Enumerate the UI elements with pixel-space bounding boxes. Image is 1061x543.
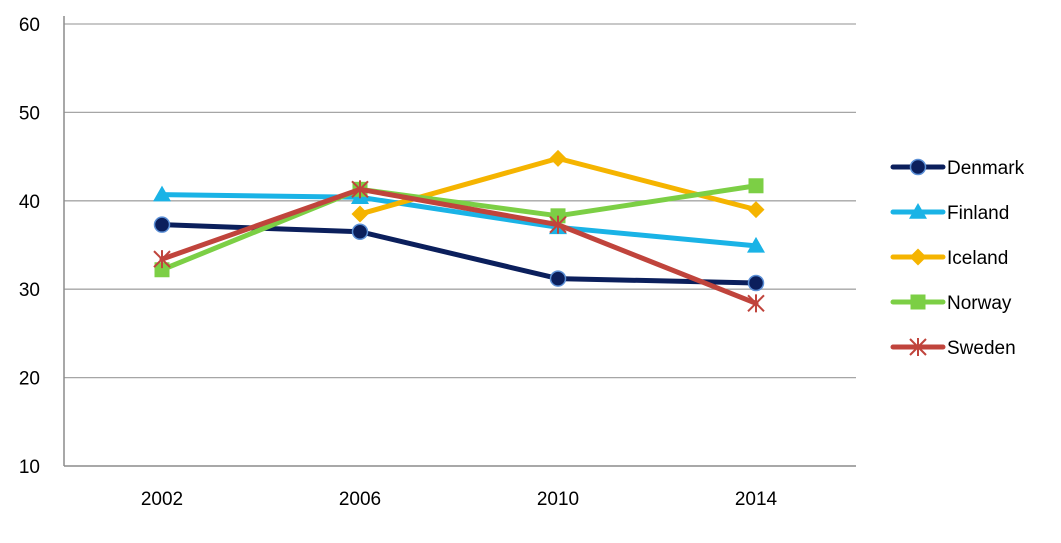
data-point-iceland <box>747 201 765 219</box>
data-point-denmark <box>351 223 369 240</box>
legend-label: Finland <box>947 203 1009 224</box>
legend-label: Denmark <box>947 158 1025 179</box>
legend-marker <box>909 158 927 176</box>
data-point-sweden <box>153 250 171 269</box>
data-point-finland <box>747 236 765 253</box>
legend-label: Norway <box>947 293 1012 314</box>
x-tick-label: 2010 <box>537 489 579 510</box>
data-point-sweden <box>549 215 567 234</box>
series-line-finland <box>159 192 759 249</box>
series-line-sweden <box>159 186 759 306</box>
data-point-sweden <box>747 294 765 313</box>
data-point-norway <box>154 262 170 278</box>
legend-label: Sweden <box>947 338 1016 359</box>
legend-item-iceland: Iceland <box>890 248 1008 269</box>
y-tick-label: 10 <box>19 457 40 478</box>
legend-marker <box>910 294 926 310</box>
y-tick-label: 40 <box>19 192 40 213</box>
legend-marker <box>909 203 927 219</box>
x-tick-label: 2006 <box>339 489 381 510</box>
series-line-norway <box>159 183 759 273</box>
data-point-norway <box>748 178 764 194</box>
legend-item-finland: Finland <box>890 203 1009 224</box>
series-lines <box>153 149 765 313</box>
y-tick-label: 20 <box>19 369 40 390</box>
data-point-iceland <box>549 149 567 167</box>
data-point-sweden <box>351 180 369 199</box>
legend-marker <box>909 338 927 356</box>
y-tick-label: 30 <box>19 280 40 301</box>
legend-label: Iceland <box>947 248 1008 269</box>
legend-item-denmark: Denmark <box>890 158 1025 179</box>
y-tick-label: 50 <box>19 103 40 124</box>
legend-item-sweden: Sweden <box>890 338 1016 359</box>
y-tick-label: 60 <box>19 15 40 36</box>
data-point-denmark <box>747 274 765 292</box>
data-point-iceland <box>351 205 369 223</box>
legend: Denmark Finland Iceland Norway Sweden <box>890 158 1025 359</box>
legend-item-norway: Norway <box>890 293 1012 314</box>
data-point-denmark <box>153 216 171 233</box>
x-tick-label: 2014 <box>735 489 778 510</box>
data-point-finland <box>153 185 171 202</box>
legend-marker <box>909 248 927 266</box>
data-point-denmark <box>549 270 567 287</box>
x-tick-label: 2002 <box>141 489 183 510</box>
axes: 10 20 30 40 50 60 2002 2006 2010 2014 <box>19 15 856 510</box>
